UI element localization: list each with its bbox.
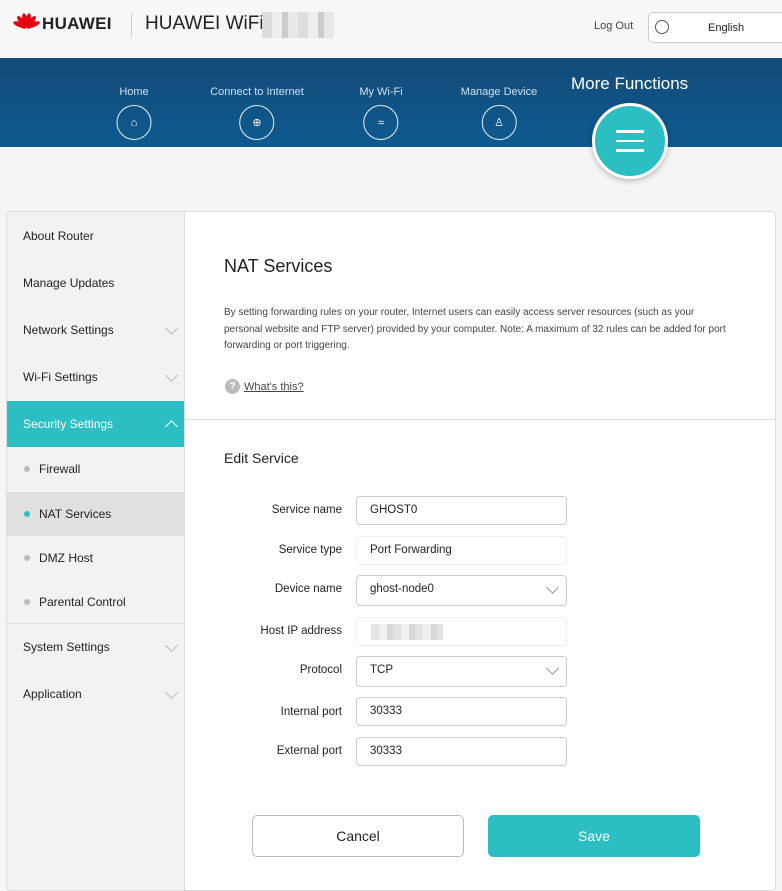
divider: [131, 13, 132, 37]
more-functions-label: More Functions: [571, 74, 689, 93]
sidebar-item-network-settings[interactable]: Network Settings: [7, 307, 184, 353]
host-ip-label: Host IP address: [260, 625, 342, 637]
chevron-down-icon: [546, 662, 559, 675]
huawei-flower-icon: [12, 12, 41, 35]
nav-label: Home: [119, 86, 149, 98]
sidebar-item-application[interactable]: Application: [7, 671, 184, 717]
sidebar-item-system-settings[interactable]: System Settings: [7, 624, 184, 670]
section-title: Edit Service: [224, 450, 299, 466]
sidebar-item-about-router[interactable]: About Router: [7, 213, 184, 259]
language-select[interactable]: English: [648, 12, 782, 43]
device-name-value: ghost-node0: [370, 583, 434, 595]
nav-connect-internet[interactable]: Connect to Internet ⊕: [210, 86, 304, 140]
nav-label: Manage Device: [460, 86, 538, 98]
redacted-ip: [371, 624, 443, 640]
divider: [185, 419, 775, 420]
service-type-value: Port Forwarding: [356, 536, 567, 565]
top-bar: HUAWEI HUAWEI WiFi Log Out English: [0, 0, 782, 58]
sidebar: About Router Manage Updates Network Sett…: [7, 212, 185, 890]
sidebar-sub-dmz-host[interactable]: DMZ Host: [7, 536, 184, 580]
sidebar-label: About Router: [23, 229, 94, 243]
question-icon: ?: [225, 379, 240, 394]
language-value: English: [708, 22, 745, 34]
chevron-up-icon: [165, 420, 178, 433]
page-title: NAT Services: [224, 256, 333, 276]
internal-port-label: Internal port: [280, 706, 342, 718]
sidebar-sub-nat-services[interactable]: NAT Services: [7, 492, 184, 536]
save-button[interactable]: Save: [488, 815, 700, 857]
sidebar-item-security-settings[interactable]: Security Settings: [7, 401, 184, 447]
menu-icon: [616, 130, 644, 133]
protocol-value: TCP: [370, 664, 393, 676]
host-ip-value: [356, 617, 567, 646]
nav-label: Connect to Internet: [210, 86, 304, 98]
chevron-down-icon: [165, 369, 178, 382]
sidebar-label: Application: [23, 687, 82, 701]
chevron-down-icon: [165, 639, 178, 652]
sidebar-label: Parental Control: [39, 595, 126, 609]
more-functions-button[interactable]: [592, 103, 668, 179]
nav-label: My Wi-Fi: [359, 86, 403, 98]
external-port-label: External port: [276, 745, 342, 757]
page-description: By setting forwarding rules on your rout…: [224, 307, 726, 351]
sidebar-label: Wi-Fi Settings: [23, 370, 98, 384]
redacted-model: [262, 12, 334, 38]
device-name-label: Device name: [274, 583, 342, 595]
bullet-icon: [24, 511, 30, 517]
main-nav: Home ⌂ Connect to Internet ⊕ My Wi-Fi ≈ Man…: [0, 58, 782, 147]
sidebar-label: Network Settings: [23, 323, 114, 337]
product-name: HUAWEI WiFi: [145, 13, 264, 34]
service-name-label: Service name: [271, 504, 342, 516]
home-icon: ⌂: [116, 105, 152, 140]
divider: [7, 623, 184, 624]
bullet-icon: [24, 599, 30, 605]
sidebar-label: DMZ Host: [39, 551, 93, 565]
sidebar-sub-firewall[interactable]: Firewall: [7, 447, 184, 491]
service-type-label: Service type: [278, 544, 342, 556]
sidebar-label: Security Settings: [23, 417, 114, 431]
cancel-button[interactable]: Cancel: [252, 815, 464, 857]
globe-icon: [655, 20, 669, 34]
nav-my-wifi[interactable]: My Wi-Fi ≈: [359, 86, 403, 140]
external-port-input[interactable]: 30333: [356, 737, 567, 766]
help-text[interactable]: What's this?: [244, 380, 304, 393]
protocol-label: Protocol: [299, 664, 342, 676]
chevron-down-icon: [165, 686, 178, 699]
sidebar-item-wifi-settings[interactable]: Wi-Fi Settings: [7, 354, 184, 400]
huawei-logo: HUAWEI: [12, 12, 112, 35]
chevron-down-icon: [165, 322, 178, 335]
brand-name: HUAWEI: [42, 14, 112, 33]
sidebar-label: System Settings: [23, 640, 110, 654]
device-name-select[interactable]: ghost-node0: [356, 575, 567, 606]
internal-port-input[interactable]: 30333: [356, 697, 567, 726]
chevron-down-icon: [546, 581, 559, 594]
help-link[interactable]: ? What's this?: [225, 379, 304, 394]
sidebar-item-manage-updates[interactable]: Manage Updates: [7, 260, 184, 306]
globe-icon: ⊕: [239, 105, 275, 140]
sidebar-label: Manage Updates: [23, 276, 115, 290]
user-icon: ♙: [481, 105, 517, 140]
bullet-icon: [24, 555, 30, 561]
content-panel: About Router Manage Updates Network Sett…: [6, 211, 776, 891]
logout-link[interactable]: Log Out: [594, 20, 634, 32]
protocol-select[interactable]: TCP: [356, 656, 567, 687]
service-name-input[interactable]: GHOST0: [356, 496, 567, 525]
sidebar-label: Firewall: [39, 462, 81, 476]
nav-manage-device[interactable]: Manage Device ♙: [461, 86, 537, 140]
wifi-icon: ≈: [363, 105, 399, 140]
bullet-icon: [24, 466, 30, 472]
sidebar-sub-parental-control[interactable]: Parental Control: [7, 580, 184, 624]
nav-home[interactable]: Home ⌂: [116, 86, 152, 140]
sidebar-label: NAT Services: [39, 507, 112, 521]
